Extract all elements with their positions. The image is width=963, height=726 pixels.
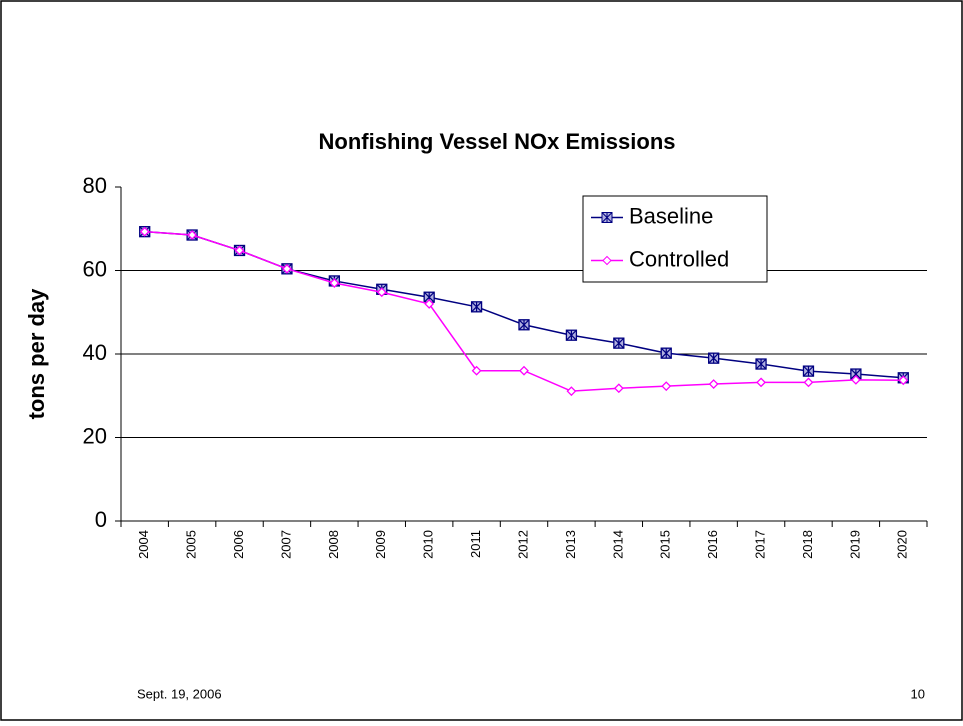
marker-cross <box>471 301 483 313</box>
point-marker <box>660 347 672 359</box>
y-tick-label: 0 <box>95 507 107 532</box>
marker-cross <box>660 347 672 359</box>
x-tick-label: 2015 <box>658 530 673 559</box>
x-tick-label: 2013 <box>563 530 578 559</box>
x-tick-label: 2004 <box>136 530 151 559</box>
x-tick-label: 2007 <box>278 530 293 559</box>
legend-label: Baseline <box>629 203 713 228</box>
legend-label: Controlled <box>629 246 729 271</box>
x-tick-label: 2016 <box>705 530 720 559</box>
point-marker <box>756 377 766 388</box>
x-tick-label: 2008 <box>326 530 341 559</box>
point-marker <box>850 374 861 385</box>
x-tick-label: 2010 <box>421 530 436 559</box>
point-marker <box>187 230 198 240</box>
point-marker <box>707 352 720 364</box>
point-marker <box>566 386 577 397</box>
marker-cross <box>803 365 814 377</box>
marker-cross <box>613 337 625 349</box>
footer-date: Sept. 19, 2006 <box>137 686 222 701</box>
x-tick-label: 2009 <box>373 530 388 559</box>
y-axis-label: tons per day <box>24 288 49 420</box>
point-marker <box>898 375 909 386</box>
point-marker <box>565 329 578 341</box>
y-tick-label: 20 <box>83 423 107 448</box>
point-marker <box>470 301 483 313</box>
point-marker <box>519 365 529 376</box>
point-marker <box>803 377 814 388</box>
point-marker <box>661 381 672 392</box>
x-tick-label: 2012 <box>515 530 530 559</box>
marker-cross <box>565 329 577 341</box>
marker-cross <box>708 352 720 364</box>
point-marker <box>708 379 719 389</box>
x-tick-label: 2019 <box>847 530 862 559</box>
y-tick-label: 80 <box>83 173 107 198</box>
point-marker <box>139 226 150 237</box>
point-marker <box>282 263 292 274</box>
x-tick-label: 2017 <box>752 530 767 559</box>
point-marker <box>424 298 435 309</box>
x-tick-label: 2020 <box>895 530 910 559</box>
y-tick-label: 40 <box>83 340 107 365</box>
x-tick-label: 2018 <box>800 530 815 559</box>
legend-box <box>582 195 768 283</box>
point-marker <box>234 245 245 256</box>
x-tick-label: 2005 <box>184 530 199 559</box>
point-marker <box>755 358 767 370</box>
x-tick-label: 2006 <box>231 530 246 559</box>
point-marker <box>802 365 815 377</box>
point-marker <box>471 365 482 376</box>
legend-marker <box>602 255 612 266</box>
y-tick-label: 60 <box>83 256 107 281</box>
marker-cross <box>518 319 530 331</box>
x-tick-label: 2011 <box>468 530 483 558</box>
page-number: 10 <box>911 686 925 701</box>
point-marker <box>613 383 624 394</box>
marker-cross <box>755 358 767 370</box>
point-marker <box>376 287 387 298</box>
x-tick-label: 2014 <box>610 530 625 559</box>
chart-title: Nonfishing Vessel NOx Emissions <box>319 129 676 154</box>
point-marker <box>613 337 625 349</box>
point-marker <box>329 278 340 288</box>
point-marker <box>518 319 530 331</box>
legend-marker-cross <box>601 212 613 223</box>
